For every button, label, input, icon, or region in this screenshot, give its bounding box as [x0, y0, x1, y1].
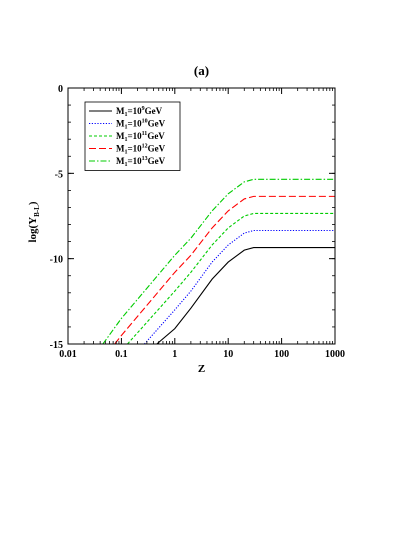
legend: M1=109GeVM1=1010GeVM1=1011GeVM1=1012GeVM…: [84, 101, 181, 171]
x-axis-label: Z: [198, 363, 205, 375]
legend-entry-2: M1=1010GeV: [116, 119, 166, 131]
y-axis-label-subscript: B-L: [33, 205, 41, 217]
series-group: [102, 178, 335, 344]
x-tick-label: 100: [274, 349, 289, 360]
series-line-4: [114, 195, 335, 344]
y-tick-label: -10: [50, 255, 63, 266]
x-tick-label: 0.1: [115, 349, 128, 360]
series-line-2: [144, 229, 335, 344]
series-line-3: [127, 212, 335, 344]
y-tick-label: 0: [58, 84, 63, 95]
legend-entry-5: M1=1013GeV: [116, 156, 166, 168]
y-axis-label-main: log(Y: [27, 217, 39, 243]
legend-entry-1: M1=109GeV: [116, 106, 163, 118]
series-line-5: [102, 178, 335, 344]
legend-entry-3: M1=1011GeV: [116, 131, 165, 143]
x-tick-label: 0.01: [59, 349, 77, 360]
y-tick-label: -15: [50, 340, 63, 351]
legend-entry-4: M1=1012GeV: [116, 144, 166, 156]
chart-title: (a): [194, 63, 209, 78]
x-tick-label: 10: [223, 349, 233, 360]
x-tick-label: 1000: [325, 349, 345, 360]
y-tick-label: -5: [55, 169, 63, 180]
x-axis: 0.01 0.1 1 10 100 1000: [59, 88, 345, 360]
plot-frame: [67, 87, 336, 345]
y-axis-label-suffix: ): [27, 201, 39, 205]
series-line-1: [156, 247, 335, 344]
y-axis: 0 -5 -10 -15: [50, 84, 335, 351]
x-tick-label: 1: [172, 349, 177, 360]
y-axis-label: log(YB-L): [27, 201, 41, 242]
